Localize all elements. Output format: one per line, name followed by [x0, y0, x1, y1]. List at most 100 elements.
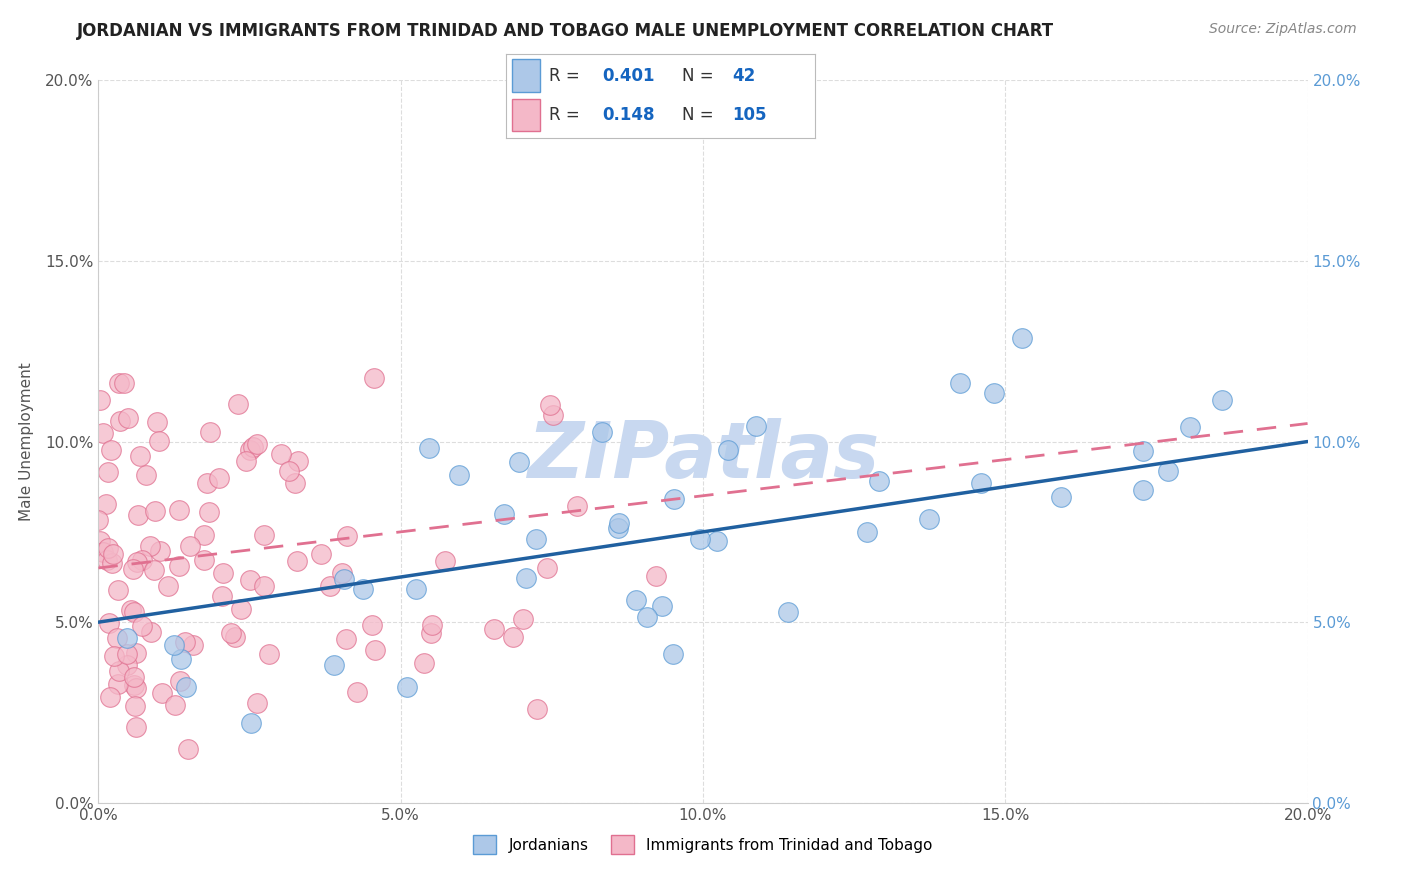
Point	[508, 455, 530, 469]
Text: 42: 42	[733, 67, 755, 85]
Point	[97, 541, 120, 555]
Point	[103, 648, 125, 663]
Point	[100, 442, 122, 457]
Point	[1178, 419, 1201, 434]
Point	[651, 599, 673, 614]
Point	[624, 592, 647, 607]
Point	[148, 434, 170, 449]
Point	[142, 563, 165, 577]
Point	[418, 442, 440, 456]
Point	[433, 553, 456, 567]
Point	[146, 415, 169, 429]
Point	[689, 532, 711, 546]
Point	[536, 560, 558, 574]
Point	[246, 436, 269, 450]
Point	[352, 582, 374, 596]
Point	[97, 465, 120, 479]
Point	[124, 678, 146, 692]
Point	[177, 741, 200, 756]
Point	[219, 626, 242, 640]
Point	[253, 579, 276, 593]
Point	[287, 454, 309, 468]
Point	[318, 579, 340, 593]
Text: R =: R =	[550, 67, 585, 85]
Point	[591, 425, 613, 439]
Point	[179, 539, 201, 553]
Point	[125, 646, 148, 660]
Point	[420, 618, 443, 632]
Point	[193, 553, 215, 567]
Point	[541, 409, 564, 423]
Point	[449, 467, 471, 482]
Point	[245, 696, 267, 710]
Point	[125, 681, 148, 695]
Point	[193, 528, 215, 542]
Point	[96, 553, 118, 567]
Point	[91, 426, 114, 441]
Point	[89, 393, 111, 408]
Point	[983, 386, 1005, 401]
Point	[120, 603, 142, 617]
Point	[224, 630, 246, 644]
Point	[918, 512, 941, 526]
Point	[107, 677, 129, 691]
Point	[149, 543, 172, 558]
Point	[150, 686, 173, 700]
Point	[395, 680, 418, 694]
Point	[512, 612, 534, 626]
Point	[970, 476, 993, 491]
Point	[364, 642, 387, 657]
Point	[174, 681, 197, 695]
Point	[538, 398, 561, 412]
Point	[117, 411, 139, 425]
Point	[156, 579, 179, 593]
Point	[139, 625, 162, 640]
Point	[115, 647, 138, 661]
Point	[101, 556, 124, 570]
Text: Source: ZipAtlas.com: Source: ZipAtlas.com	[1209, 22, 1357, 37]
Point	[167, 559, 190, 574]
Point	[127, 508, 149, 522]
Point	[91, 545, 114, 559]
Point	[565, 500, 588, 514]
Point	[949, 376, 972, 390]
Point	[115, 658, 138, 673]
Point	[856, 525, 879, 540]
Y-axis label: Male Unemployment: Male Unemployment	[20, 362, 34, 521]
Text: R =: R =	[550, 106, 585, 124]
Point	[412, 657, 434, 671]
Point	[405, 582, 427, 596]
Point	[239, 443, 262, 458]
Point	[257, 647, 280, 661]
Point	[135, 468, 157, 483]
Point	[181, 638, 204, 652]
Point	[211, 590, 233, 604]
Point	[526, 702, 548, 716]
Point	[717, 443, 740, 458]
Point	[89, 534, 111, 549]
Text: N =: N =	[682, 106, 720, 124]
Point	[208, 471, 231, 485]
Point	[311, 547, 333, 561]
Point	[226, 397, 249, 411]
Point	[124, 698, 146, 713]
Point	[502, 630, 524, 644]
Point	[242, 440, 264, 454]
Point	[277, 464, 299, 478]
Bar	[512, 99, 540, 131]
Point	[1211, 392, 1233, 407]
Point	[131, 619, 153, 633]
Point	[524, 533, 547, 547]
Point	[253, 528, 276, 542]
Bar	[512, 60, 540, 92]
Point	[868, 474, 890, 488]
Point	[169, 673, 191, 688]
Text: 105: 105	[733, 106, 766, 124]
Point	[1132, 483, 1154, 497]
Point	[361, 618, 384, 632]
Point	[322, 657, 344, 672]
Point	[170, 652, 193, 666]
Point	[285, 554, 308, 568]
Point	[1132, 443, 1154, 458]
Point	[240, 716, 263, 731]
